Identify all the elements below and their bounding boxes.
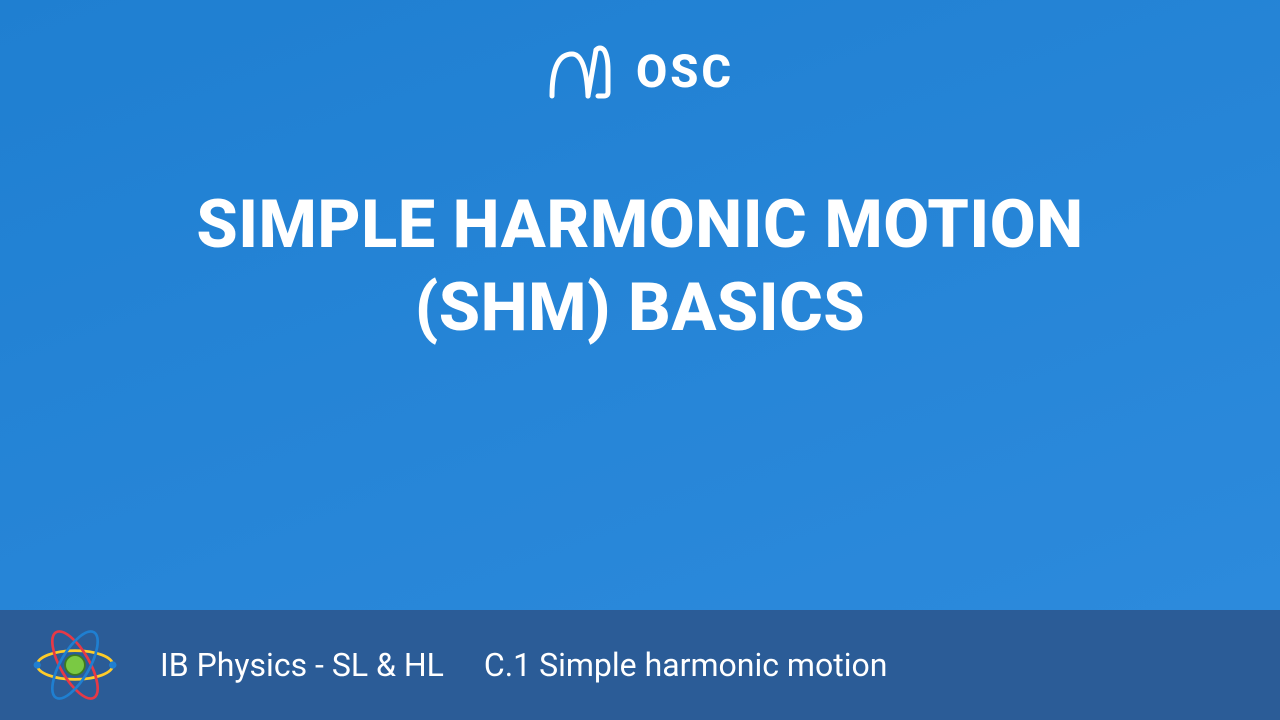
footer-region: IB Physics - SL & HL C.1 Simple harmonic… — [0, 610, 1280, 720]
topic-label: C.1 Simple harmonic motion — [484, 646, 888, 684]
brand-logo: OSC — [546, 40, 734, 104]
slide-root: OSC SIMPLE HARMONIC MOTION (SHM) BASICS … — [0, 0, 1280, 720]
slide-title: SIMPLE HARMONIC MOTION (SHM) BASICS — [196, 184, 1083, 351]
atom-icon — [30, 620, 120, 710]
osc-logo-icon — [546, 40, 618, 104]
brand-name: OSC — [636, 46, 734, 99]
course-label: IB Physics - SL & HL — [160, 646, 444, 684]
title-line-1: SIMPLE HARMONIC MOTION — [196, 186, 1083, 264]
title-line-2: (SHM) BASICS — [415, 269, 865, 347]
main-region: OSC SIMPLE HARMONIC MOTION (SHM) BASICS — [0, 0, 1280, 610]
